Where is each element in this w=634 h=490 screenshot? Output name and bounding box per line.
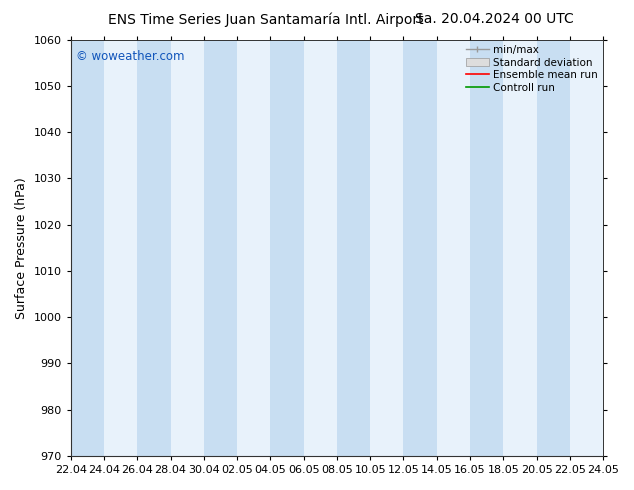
Bar <box>337 40 370 456</box>
Text: Sa. 20.04.2024 00 UTC: Sa. 20.04.2024 00 UTC <box>415 12 574 26</box>
Bar <box>403 40 437 456</box>
Bar <box>370 40 403 456</box>
Text: © woweather.com: © woweather.com <box>76 50 184 63</box>
Bar <box>503 40 536 456</box>
Bar <box>470 40 503 456</box>
Bar <box>104 40 137 456</box>
Y-axis label: Surface Pressure (hPa): Surface Pressure (hPa) <box>15 177 28 318</box>
Bar <box>71 40 104 456</box>
Bar <box>237 40 270 456</box>
Bar <box>304 40 337 456</box>
Text: ENS Time Series Juan Santamaría Intl. Airport: ENS Time Series Juan Santamaría Intl. Ai… <box>108 12 424 27</box>
Bar <box>437 40 470 456</box>
Legend: min/max, Standard deviation, Ensemble mean run, Controll run: min/max, Standard deviation, Ensemble me… <box>464 43 600 95</box>
Bar <box>536 40 570 456</box>
Bar <box>570 40 603 456</box>
Bar <box>270 40 304 456</box>
Bar <box>137 40 171 456</box>
Bar <box>204 40 237 456</box>
Bar <box>171 40 204 456</box>
